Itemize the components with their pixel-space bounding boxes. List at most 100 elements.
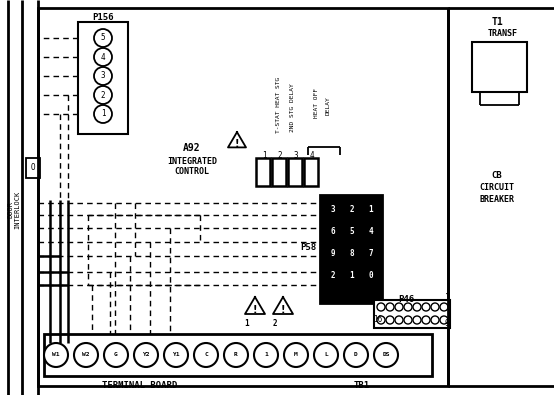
Circle shape bbox=[404, 303, 412, 311]
Text: W2: W2 bbox=[82, 352, 90, 357]
Circle shape bbox=[440, 316, 448, 324]
Text: 2: 2 bbox=[101, 90, 105, 100]
Text: 1: 1 bbox=[261, 150, 266, 160]
Circle shape bbox=[362, 201, 380, 219]
Text: W1: W1 bbox=[52, 352, 60, 357]
Text: O: O bbox=[30, 164, 35, 173]
Circle shape bbox=[284, 343, 308, 367]
Bar bbox=[78, 22, 128, 134]
Text: !: ! bbox=[281, 305, 285, 315]
Circle shape bbox=[343, 223, 361, 241]
Circle shape bbox=[413, 303, 421, 311]
Text: R: R bbox=[234, 352, 238, 357]
Circle shape bbox=[386, 303, 394, 311]
Circle shape bbox=[224, 343, 248, 367]
Circle shape bbox=[377, 303, 385, 311]
Circle shape bbox=[74, 343, 98, 367]
Circle shape bbox=[324, 267, 342, 285]
Text: 6: 6 bbox=[331, 228, 335, 237]
Circle shape bbox=[374, 343, 398, 367]
Bar bbox=[272, 158, 286, 186]
Circle shape bbox=[324, 223, 342, 241]
Circle shape bbox=[395, 303, 403, 311]
Circle shape bbox=[94, 29, 112, 47]
Text: !: ! bbox=[253, 305, 257, 315]
Text: 1: 1 bbox=[264, 352, 268, 357]
Text: 5: 5 bbox=[350, 228, 355, 237]
Text: T-STAT HEAT STG: T-STAT HEAT STG bbox=[275, 77, 280, 133]
Text: M: M bbox=[294, 352, 298, 357]
Circle shape bbox=[343, 267, 361, 285]
Circle shape bbox=[104, 343, 128, 367]
Text: BREAKER: BREAKER bbox=[480, 196, 515, 205]
Circle shape bbox=[404, 316, 412, 324]
Polygon shape bbox=[273, 297, 293, 314]
Text: C: C bbox=[204, 352, 208, 357]
Text: 9: 9 bbox=[331, 250, 335, 258]
Circle shape bbox=[314, 343, 338, 367]
Circle shape bbox=[431, 316, 439, 324]
Text: !: ! bbox=[235, 139, 239, 149]
Circle shape bbox=[422, 316, 430, 324]
Text: T1: T1 bbox=[491, 17, 503, 27]
Text: HEAT OFF: HEAT OFF bbox=[314, 88, 319, 118]
Text: 3: 3 bbox=[294, 150, 298, 160]
Circle shape bbox=[94, 67, 112, 85]
Circle shape bbox=[44, 343, 68, 367]
Circle shape bbox=[324, 201, 342, 219]
Polygon shape bbox=[245, 297, 265, 314]
Circle shape bbox=[386, 316, 394, 324]
Circle shape bbox=[377, 316, 385, 324]
Circle shape bbox=[94, 48, 112, 66]
Text: P46: P46 bbox=[398, 295, 414, 305]
Text: 4: 4 bbox=[369, 228, 373, 237]
Text: 16: 16 bbox=[373, 316, 383, 325]
Circle shape bbox=[324, 245, 342, 263]
Text: 4: 4 bbox=[101, 53, 105, 62]
Bar bbox=[256, 158, 270, 186]
Circle shape bbox=[395, 316, 403, 324]
Text: TB1: TB1 bbox=[354, 382, 370, 391]
Text: DOOR
INTERLOCK: DOOR INTERLOCK bbox=[8, 191, 20, 229]
Text: 1: 1 bbox=[350, 271, 355, 280]
Text: 3: 3 bbox=[101, 71, 105, 81]
Bar bbox=[320, 195, 382, 303]
Text: 8: 8 bbox=[377, 293, 382, 301]
Text: CIRCUIT: CIRCUIT bbox=[480, 184, 515, 192]
Text: P58: P58 bbox=[300, 243, 316, 252]
Text: A92: A92 bbox=[183, 143, 201, 153]
Circle shape bbox=[343, 245, 361, 263]
Text: 7: 7 bbox=[369, 250, 373, 258]
Text: 8: 8 bbox=[350, 250, 355, 258]
Text: 2: 2 bbox=[350, 205, 355, 214]
Text: 0: 0 bbox=[369, 271, 373, 280]
Circle shape bbox=[94, 86, 112, 104]
Text: TRANSF: TRANSF bbox=[488, 28, 518, 38]
Bar bbox=[26, 158, 40, 178]
Text: L: L bbox=[324, 352, 328, 357]
Text: G: G bbox=[114, 352, 118, 357]
Text: CONTROL: CONTROL bbox=[175, 167, 209, 177]
Text: Y2: Y2 bbox=[142, 352, 150, 357]
Circle shape bbox=[254, 343, 278, 367]
Circle shape bbox=[431, 303, 439, 311]
Text: 1: 1 bbox=[245, 320, 249, 329]
Circle shape bbox=[362, 245, 380, 263]
Bar bbox=[472, 42, 527, 92]
Circle shape bbox=[94, 105, 112, 123]
Text: Y1: Y1 bbox=[172, 352, 179, 357]
Text: 2: 2 bbox=[331, 271, 335, 280]
Bar bbox=[44, 334, 432, 376]
Text: 4: 4 bbox=[310, 150, 314, 160]
Circle shape bbox=[343, 201, 361, 219]
Text: DS: DS bbox=[382, 352, 390, 357]
Text: 5: 5 bbox=[101, 34, 105, 43]
Bar bbox=[304, 158, 318, 186]
Circle shape bbox=[362, 267, 380, 285]
Text: 3: 3 bbox=[331, 205, 335, 214]
Circle shape bbox=[164, 343, 188, 367]
Text: 1: 1 bbox=[101, 109, 105, 118]
Text: 2ND STG DELAY: 2ND STG DELAY bbox=[290, 84, 295, 132]
Circle shape bbox=[134, 343, 158, 367]
Text: CB: CB bbox=[491, 171, 502, 179]
